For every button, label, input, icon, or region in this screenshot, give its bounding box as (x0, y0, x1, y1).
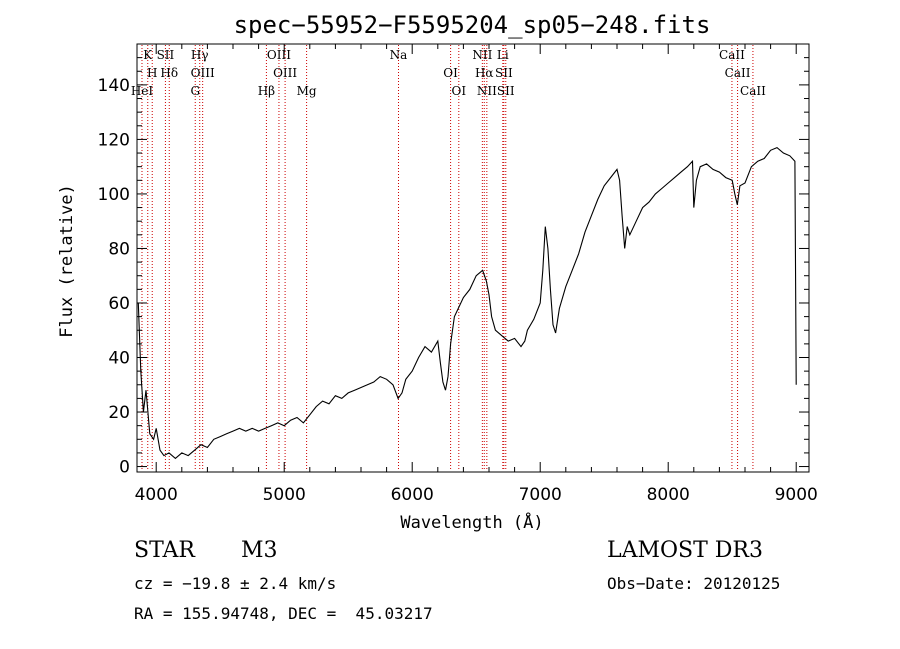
x-tick-label: 8000 (647, 485, 690, 505)
spectral-line-label: Hα (475, 66, 494, 80)
y-axis-ticks: 0 20 40 60 80 100 120 140 (98, 57, 809, 478)
x-axis-label: Wavelength (Å) (400, 511, 543, 533)
y-tick-label: 60 (108, 294, 130, 314)
spectral-line-markers (141, 45, 754, 471)
spectral-line-label: Hγ (191, 48, 209, 62)
spectral-line-label: SII (157, 48, 175, 62)
spectral-line-label: OIII (191, 66, 215, 80)
x-axis-ticks: 4000 5000 6000 7000 8000 9000 (135, 44, 818, 505)
survey-name: LAMOST DR3 (607, 538, 763, 563)
x-tick-label: 4000 (135, 485, 178, 505)
y-tick-label: 100 (98, 185, 130, 205)
chart-title: spec−55952−F5595204_sp05−248.fits (234, 11, 711, 39)
spectral-line-label: HeI (131, 84, 154, 98)
object-class: STAR (134, 538, 195, 563)
x-tick-label: 6000 (391, 485, 434, 505)
spectral-line-label: K (143, 48, 153, 62)
y-tick-label: 0 (119, 458, 130, 478)
y-tick-label: 120 (98, 130, 130, 150)
spectral-line-label: CaII (725, 66, 751, 80)
y-tick-label: 40 (108, 349, 130, 369)
object-subclass: M3 (241, 538, 278, 563)
spectral-line-label: Hβ (258, 84, 275, 98)
spectral-line-label: OI (452, 84, 467, 98)
spectral-line-label: CaII (740, 84, 766, 98)
spectral-line-label: H (147, 66, 157, 80)
y-tick-label: 140 (98, 76, 130, 96)
spectral-line-labels: KHHeISIIHδGHγOIIIHβOIIIOIIIMgNaOIOINIIHα… (131, 48, 766, 98)
spectral-line-label: OIII (267, 48, 291, 62)
x-tick-label: 9000 (775, 485, 818, 505)
spectral-line-label: G (190, 84, 200, 98)
x-tick-label: 7000 (519, 485, 562, 505)
spectral-line-label: Mg (297, 84, 317, 98)
spectral-line-label: OI (443, 66, 458, 80)
sky-coordinates: RA = 155.94748, DEC = 45.03217 (134, 604, 433, 623)
spectral-line-label: Hδ (160, 66, 178, 80)
spectral-line-label: Na (390, 48, 408, 62)
spectral-line-label: NII (472, 48, 492, 62)
plot-frame (136, 43, 810, 473)
y-tick-label: 80 (108, 239, 130, 259)
spectral-line-label: NII (477, 84, 497, 98)
spectral-line-label: Li (497, 48, 509, 62)
spectral-line-label: SII (497, 84, 515, 98)
redshift-value: cz = −19.8 ± 2.4 km/s (134, 574, 337, 593)
y-tick-label: 20 (108, 403, 130, 423)
spectral-line-label: SII (495, 66, 513, 80)
flux-series-line (137, 146, 797, 460)
observation-date: Obs−Date: 20120125 (607, 574, 781, 593)
x-tick-label: 5000 (263, 485, 306, 505)
y-axis-label: Flux (relative) (57, 184, 77, 338)
spectral-line-label: OIII (273, 66, 297, 80)
spectral-line-label: CaII (719, 48, 745, 62)
